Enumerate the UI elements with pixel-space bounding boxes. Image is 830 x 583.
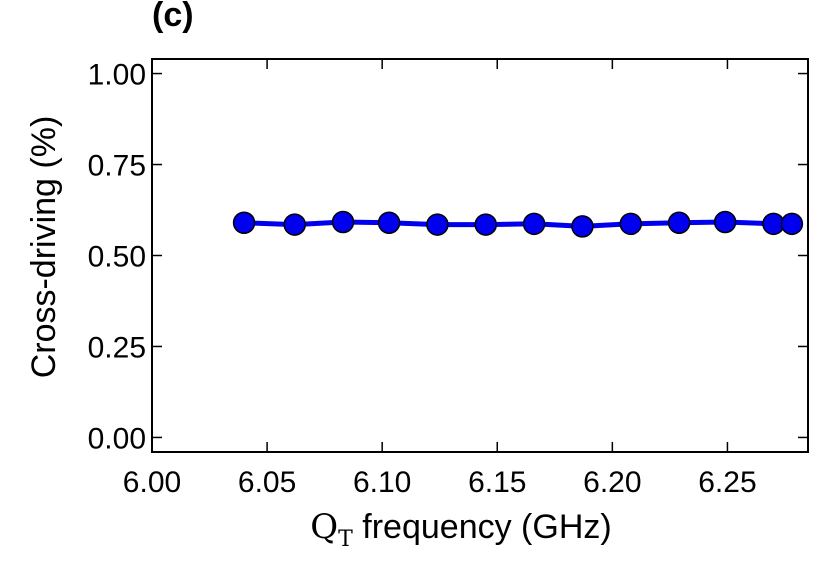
data-point	[232, 211, 256, 234]
data-point	[426, 213, 449, 236]
data-point	[780, 212, 804, 236]
data-point	[331, 210, 355, 234]
x-axis-title-symbol: Q	[310, 507, 338, 547]
x-tick-label: 6.10	[353, 466, 411, 499]
y-tick-label: 0.00	[88, 422, 146, 455]
y-tick-label: 0.50	[88, 241, 146, 274]
data-point	[283, 213, 306, 236]
x-tick-label: 6.15	[468, 466, 526, 499]
y-tick-label: 1.00	[88, 59, 146, 92]
data-point	[571, 215, 594, 238]
data-point	[619, 212, 643, 236]
data-point	[667, 211, 691, 234]
x-axis-title-text: frequency (GHz)	[353, 508, 612, 546]
data-point	[377, 211, 401, 234]
data-point	[713, 210, 737, 234]
y-tick-label: 0.25	[88, 331, 146, 364]
x-tick-label: 6.05	[238, 466, 296, 499]
data-point	[522, 212, 546, 236]
x-tick-label: 6.00	[123, 466, 181, 499]
x-axis-title: QT frequency (GHz)	[310, 507, 611, 552]
series-line	[244, 219, 792, 229]
series-layer	[232, 210, 804, 238]
y-tick-label: 0.75	[88, 150, 146, 183]
y-axis-title: Cross-driving (%)	[25, 116, 63, 379]
plot-frame	[151, 58, 809, 453]
panel-label: (c)	[152, 0, 194, 34]
x-tick-label: 6.20	[583, 466, 641, 499]
x-axis-title-subscript: T	[338, 527, 353, 552]
data-point	[474, 213, 498, 236]
axis-ticks: 0.00 0.25 0.50 0.75 1.00 6.00 6.05 6.10 6.15 6.20…	[88, 59, 808, 499]
plot-area	[151, 58, 809, 453]
x-tick-label: 6.25	[698, 466, 756, 499]
